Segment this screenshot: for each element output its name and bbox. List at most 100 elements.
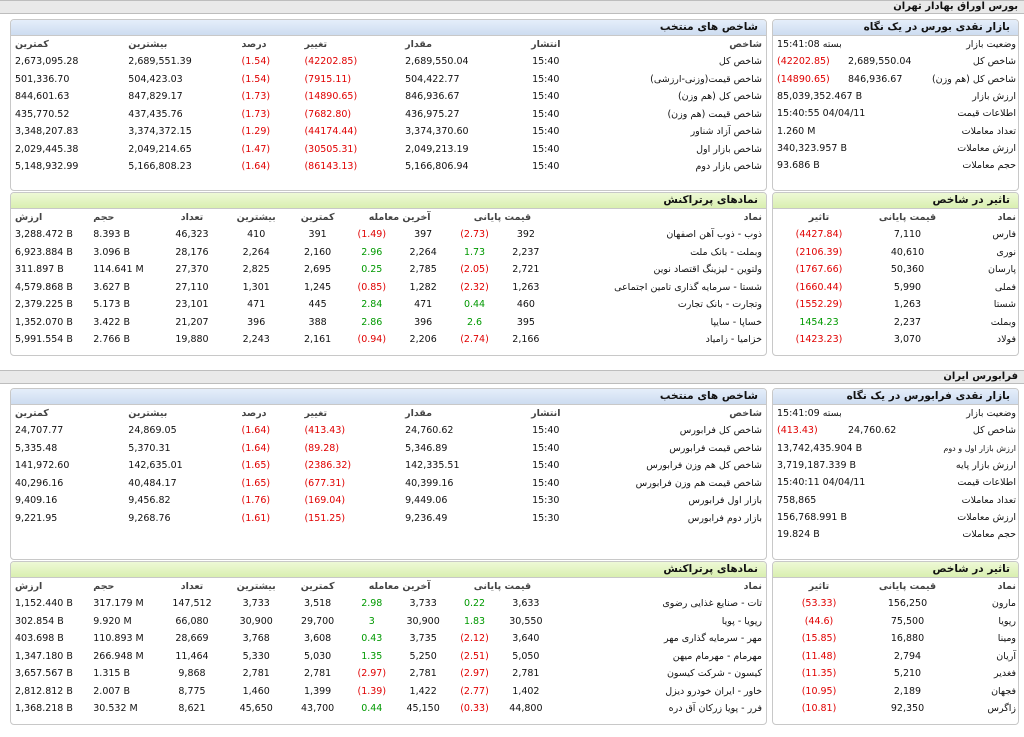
table-cell: 15:40: [532, 425, 560, 437]
header-row: نماد قیمت پایانی تاثیر: [773, 578, 1018, 595]
market-label: اطلاعات قیمت: [957, 108, 1016, 120]
table-cell: (1.65): [241, 460, 271, 472]
table-cell: شستا - سرمایه گذاری تامین اجتماعی: [614, 281, 762, 293]
table-cell: 15:30: [532, 495, 560, 507]
market-label: ارزش بازار اول و دوم: [943, 443, 1016, 453]
market-label: شاخص کل: [972, 425, 1016, 437]
price-cell: 5,990: [893, 281, 922, 293]
table-cell: 110.893 M: [93, 633, 144, 645]
market-label: حجم معاملات: [962, 529, 1016, 541]
bourse-selected-indices-table: شاخص انتشار مقدار تغییر درصد بیشترین کمترین شاخ…: [11, 36, 766, 176]
column-header: تعداد: [180, 212, 204, 223]
table-cell: 1,368.218 B: [15, 703, 73, 715]
impact-cell: (4427.84): [795, 229, 843, 241]
panel-title: نمادهای پرتراکنش: [11, 193, 766, 209]
table-cell: (2.05): [460, 264, 489, 276]
table-cell: شاخص بازار اول: [696, 143, 762, 155]
table-cell: 388: [308, 316, 327, 328]
table-cell: 396: [414, 316, 433, 328]
table-row: شاخص کل (هم وزن) 15:40 846,936.67 (14890.65…: [11, 88, 766, 106]
table-cell: 9.920 M: [93, 615, 132, 627]
table-cell: 142,635.01: [128, 460, 183, 472]
table-cell: 15:40: [532, 56, 560, 68]
bourse-section-title: بورس اوراق بهادار تهران: [0, 0, 1024, 14]
table-cell: 3,633: [512, 598, 540, 610]
table-cell: (7682.80): [304, 108, 352, 120]
table-row: کیسون - شرکت کیسون 2,781 (2.97) 2,781 (2.97)…: [11, 665, 766, 683]
table-row: آریان 2,794 (11.48): [773, 648, 1018, 666]
table-cell: (1.76): [241, 495, 271, 507]
table-row: تات - صنایع غذایی رضوی 3,633 0.22 3,733 2.98…: [11, 595, 766, 613]
table-cell: 1,422: [409, 685, 437, 697]
table-cell: 2,161: [304, 334, 332, 346]
market-change: (42202.85): [777, 56, 830, 68]
market-value: 2,689,550.04: [848, 56, 912, 68]
symbol-cell: فملی: [994, 281, 1016, 293]
table-cell: (86143.13): [304, 161, 358, 173]
table-cell: 5,030: [304, 650, 332, 662]
table-cell: 3,608: [304, 633, 332, 645]
price-cell: 156,250: [887, 598, 928, 610]
symbol-cell: مارون: [991, 598, 1016, 610]
table-cell: 15:40: [532, 108, 560, 120]
table-cell: 266.948 M: [93, 650, 144, 662]
table-cell: (1.39): [357, 685, 387, 697]
header-row: شاخص انتشار مقدار تغییر درصد بیشترین کمترین: [11, 36, 766, 53]
table-row: شاخص کل 2,689,550.04 (42202.85): [773, 53, 1018, 70]
table-cell: 40,484.17: [128, 477, 177, 489]
table-cell: ولتوین - لیزینگ اقتصاد نوین: [653, 264, 763, 276]
column-header: بیشترین: [236, 212, 276, 223]
table-row: رپویا 75,500 (44.6): [773, 613, 1018, 631]
table-cell: 2,781: [304, 668, 332, 680]
table-cell: 4,579.868 B: [15, 281, 73, 293]
table-cell: 2,237: [512, 246, 540, 258]
table-cell: 391: [308, 229, 327, 241]
bourse-top-symbols-table: نماد قیمت پایانی آخرین معامله کمترین بیشترین…: [11, 209, 766, 349]
symbol-cell: رپویا: [998, 615, 1016, 627]
market-label: ارزش بازار پایه: [955, 460, 1016, 472]
price-cell: 40,610: [890, 246, 925, 258]
market-value: 846,936.67: [848, 73, 903, 85]
table-cell: (1.49): [357, 229, 387, 241]
table-cell: 5,346.89: [405, 442, 448, 454]
column-header: نماد: [997, 581, 1016, 592]
table-row: ذوب - ذوب آهن اصفهان 392 (2.73) 397 (1.49) 39…: [11, 226, 766, 244]
table-cell: 2.86: [361, 316, 383, 328]
table-row: بازار دوم فرابورس 15:30 9,236.49 (151.25) (1…: [11, 510, 766, 528]
table-cell: (2.74): [460, 334, 489, 346]
table-row: پارسان 50,360 (1767.66): [773, 261, 1018, 279]
table-cell: 2,049,213.19: [405, 143, 469, 155]
table-cell: 3,518: [304, 598, 332, 610]
table-row: فملی 5,990 (1660.44): [773, 279, 1018, 297]
table-cell: 45,650: [239, 703, 273, 715]
impact-cell: (11.35): [801, 668, 837, 680]
impact-cell: (1423.23): [795, 334, 843, 346]
table-row: نوری 40,610 (2106.39): [773, 244, 1018, 262]
table-row: ولتوین - لیزینگ اقتصاد نوین 2,721 (2.05) 2,…: [11, 261, 766, 279]
table-cell: 2.007 B: [93, 685, 130, 697]
impact-cell: 1454.23: [799, 316, 839, 328]
table-row: شاخص قیمت(وزنی-ارزشی) 15:40 504,422.77 (791…: [11, 71, 766, 89]
impact-cell: (10.95): [801, 685, 837, 697]
table-cell: 15:40: [532, 477, 560, 489]
price-cell: 2,237: [893, 316, 922, 328]
table-cell: 9,456.82: [128, 495, 171, 507]
table-cell: (89.28): [304, 442, 340, 454]
table-cell: شاخص قیمت فرابورس: [669, 442, 762, 454]
symbol-cell: زاگرس: [987, 703, 1016, 715]
table-cell: 147,512: [172, 598, 212, 610]
table-cell: 21,207: [175, 316, 209, 328]
table-cell: (1.54): [241, 56, 271, 68]
price-cell: 92,350: [890, 703, 925, 715]
table-cell: 2,695: [304, 264, 332, 276]
symbol-cell: فجهان: [991, 685, 1016, 697]
table-cell: 15:40: [532, 126, 560, 138]
table-cell: شاخص کل فرابورس: [679, 425, 762, 437]
table-cell: 396: [247, 316, 266, 328]
price-cell: 3,070: [893, 334, 922, 346]
panel-title: تاثیر در شاخص: [773, 193, 1018, 209]
column-header: حجم: [93, 212, 115, 223]
price-cell: 7,110: [893, 229, 922, 241]
table-row: وبملت 2,237 1454.23: [773, 314, 1018, 332]
impact-cell: (11.48): [801, 650, 837, 662]
